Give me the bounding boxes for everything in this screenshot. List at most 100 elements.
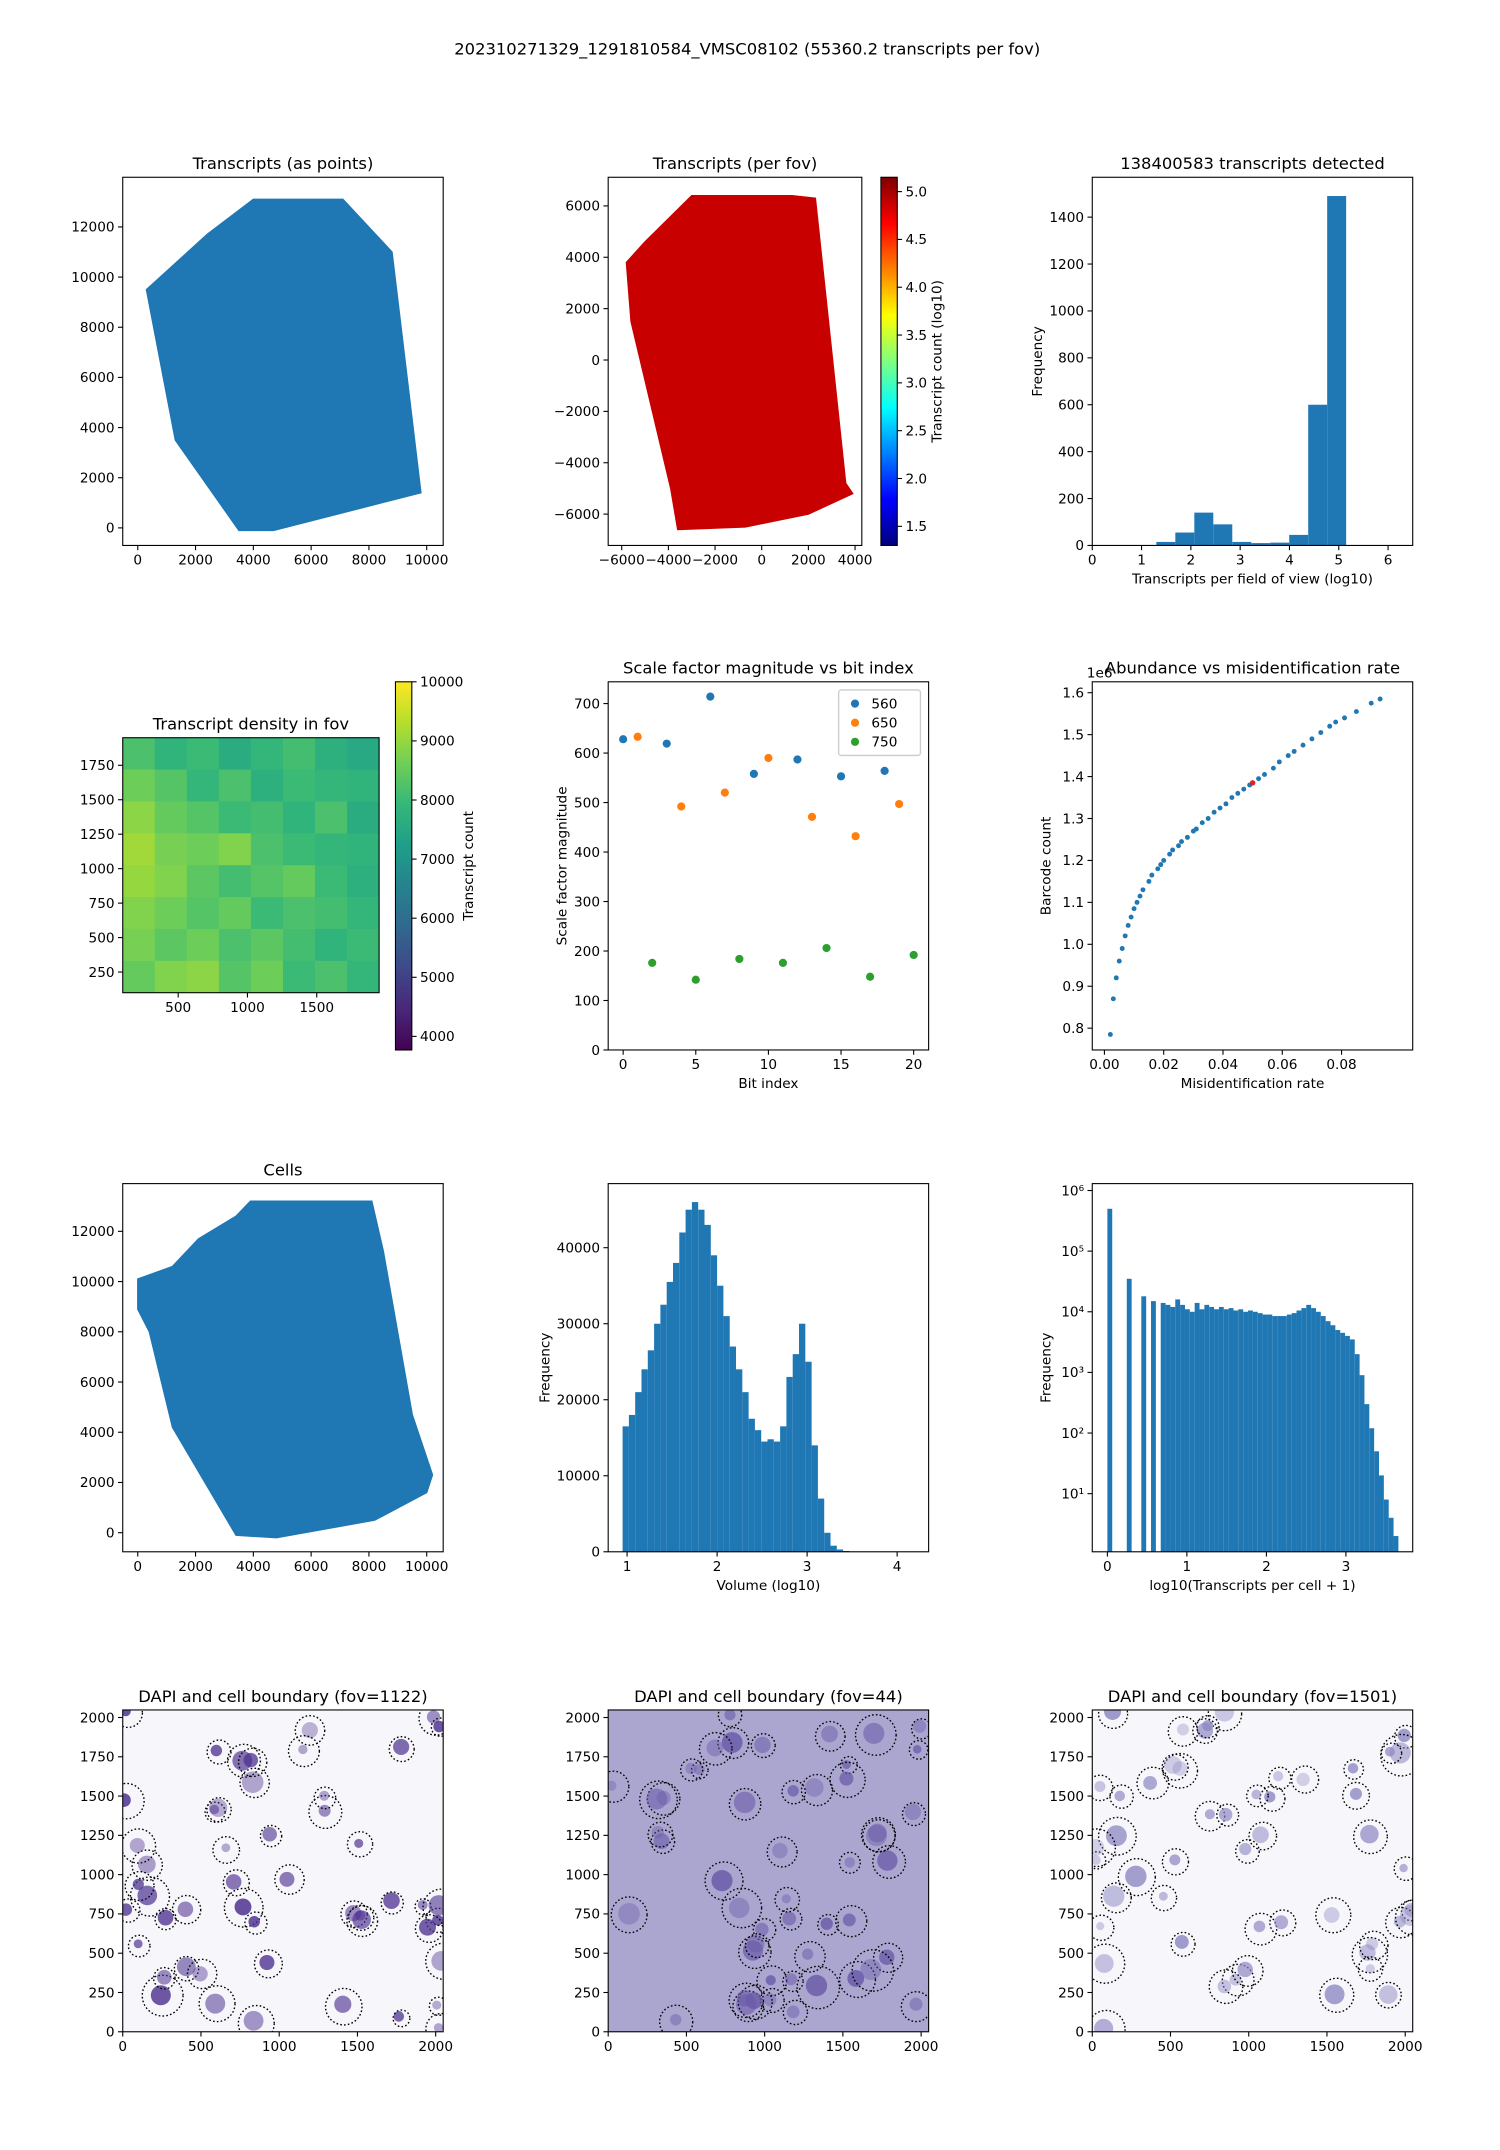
y-tick-label: 250 (89, 1985, 115, 2001)
heat-cell (315, 960, 348, 993)
cell-boundary (800, 1773, 834, 1807)
point (1128, 914, 1134, 920)
point (735, 954, 744, 964)
plot-area (1156, 196, 1347, 546)
x-tick-label: 0 (619, 1057, 628, 1073)
nucleus (1399, 1863, 1408, 1873)
nucleus (786, 2005, 800, 2019)
heat-cell (347, 737, 380, 770)
x-tick-label: 2000 (178, 1559, 213, 1575)
bar (1214, 1309, 1219, 1552)
cell-boundary (422, 1888, 444, 1927)
y-tick-label: 30000 (557, 1316, 600, 1332)
x-axis-label: Volume (log10) (717, 1578, 821, 1594)
point (1119, 946, 1125, 951)
nucleus (352, 1910, 371, 1929)
nucleus (868, 1823, 887, 1843)
nucleus (863, 1722, 885, 1744)
x-tick-label: 3 (1236, 553, 1245, 569)
heat-cell (218, 737, 252, 770)
bar (1277, 1316, 1282, 1552)
colorbar-tick-label: 4000 (420, 1029, 455, 1045)
cell-boundary (835, 1904, 868, 1938)
y-tick-label: 0 (106, 1525, 115, 1541)
nucleus (1347, 1762, 1359, 1774)
point (1262, 772, 1267, 777)
cell-boundary (324, 1987, 363, 2026)
legend-marker (850, 718, 860, 727)
heat-cell (154, 928, 188, 962)
region (137, 1200, 434, 1539)
cell-boundary (728, 1787, 762, 1821)
bar (1383, 1499, 1389, 1552)
panel: 1 2 3 4 0 10000 20000 30000 40000 Volume (log10) F… (538, 1183, 930, 1594)
point (1137, 893, 1143, 899)
x-tick-label: 0.00 (1089, 1057, 1119, 1073)
point (1285, 753, 1291, 759)
heat-cell (315, 833, 348, 866)
cell-boundary (1092, 1943, 1126, 1984)
heat-cell (122, 801, 156, 834)
cell-boundary (1248, 1821, 1278, 1851)
nucleus (879, 1949, 895, 1965)
y-tick-label: 10³ (1061, 1365, 1084, 1381)
nucleus (150, 1985, 171, 2006)
nucleus (243, 1752, 259, 1768)
cell-boundary (1092, 1774, 1114, 1802)
axes-frame (122, 1183, 444, 1553)
bar (1286, 1314, 1292, 1552)
point (619, 735, 628, 744)
cell-boundary (171, 1894, 202, 1925)
cell-boundary (430, 1717, 444, 1737)
y-tick-label: 1.3 (1062, 811, 1084, 827)
cell-boundary (1357, 1956, 1384, 1982)
nucleus (1323, 1907, 1340, 1923)
y-tick-label: 200 (1058, 491, 1084, 507)
bar (811, 1445, 818, 1552)
heat-cell (154, 801, 188, 834)
bar (1289, 534, 1309, 546)
heat-cell (250, 928, 284, 962)
x-tick-label: 500 (1157, 2039, 1183, 2055)
y-tick-label: 1000 (80, 861, 115, 877)
nucleus (805, 1778, 824, 1797)
point (1161, 857, 1167, 863)
point (1300, 742, 1306, 748)
bar (1327, 196, 1347, 546)
y-tick-label: 500 (89, 1946, 115, 1962)
cell-boundary (346, 1831, 374, 1858)
nucleus (137, 1855, 156, 1874)
nucleus (1125, 1865, 1147, 1888)
y-tick-label: 300 (574, 894, 600, 910)
nucleus (431, 1951, 444, 1971)
region (625, 194, 854, 531)
y-tick-label: 2000 (80, 1475, 115, 1491)
nucleus (234, 1898, 252, 1916)
x-tick-label: 500 (165, 1000, 191, 1016)
cell-boundary (1290, 1765, 1320, 1794)
nucleus (1365, 1937, 1379, 1951)
axes-frame (607, 1709, 930, 2033)
y-tick-label: 40000 (557, 1240, 600, 1256)
bar (1325, 1321, 1331, 1552)
nucleus (262, 1826, 277, 1842)
x-tick-label: 2000 (418, 2039, 453, 2055)
point (1342, 715, 1347, 721)
heat-cell (315, 928, 348, 962)
nucleus (839, 1771, 854, 1786)
plot-area (122, 737, 380, 993)
cell-boundary (222, 1869, 250, 1897)
point (1276, 759, 1282, 765)
bar (1243, 1311, 1249, 1552)
bar (1238, 1309, 1244, 1552)
x-tick-label: 4 (1285, 553, 1294, 569)
bar (748, 1418, 755, 1552)
bar (1301, 1308, 1307, 1552)
x-tick-label: 500 (673, 2039, 699, 2055)
x-tick-label: 6000 (294, 1559, 329, 1575)
heat-cell (347, 928, 380, 962)
colorbar-tick-label: 4.5 (905, 232, 927, 248)
x-tick-label: 0 (118, 2039, 127, 2055)
y-tick-label: 10¹ (1061, 1486, 1084, 1502)
nucleus (1264, 1791, 1276, 1803)
